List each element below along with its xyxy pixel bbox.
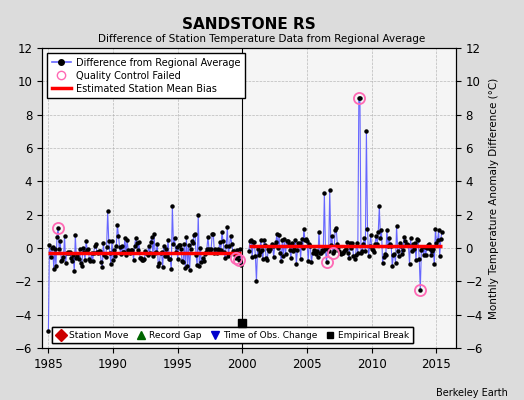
Y-axis label: Monthly Temperature Anomaly Difference (°C): Monthly Temperature Anomaly Difference (… (488, 77, 498, 319)
Text: Berkeley Earth: Berkeley Earth (436, 388, 508, 398)
Title: SANDSTONE RS: SANDSTONE RS (182, 16, 316, 32)
Text: Difference of Station Temperature Data from Regional Average: Difference of Station Temperature Data f… (99, 34, 425, 44)
Legend: Station Move, Record Gap, Time of Obs. Change, Empirical Break: Station Move, Record Gap, Time of Obs. C… (52, 327, 412, 344)
